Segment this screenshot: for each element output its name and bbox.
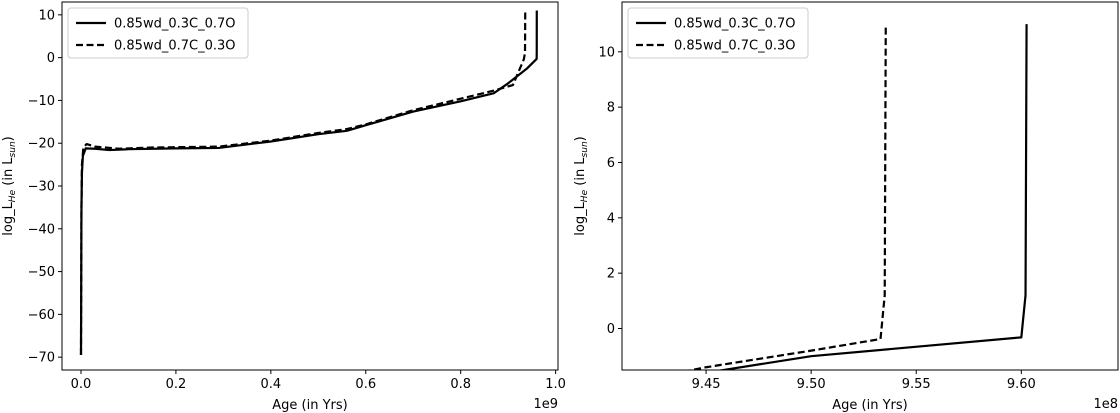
y-tick-label: −20	[28, 137, 55, 152]
x-tick-label: 0.0	[71, 377, 92, 392]
x-tick-label: 9.45	[692, 377, 721, 392]
legend: 0.85wd_0.3C_0.7O 0.85wd_0.7C_0.3O	[627, 7, 809, 59]
y-tick-label: −30	[28, 180, 55, 195]
x-tick-label: 0.6	[355, 377, 376, 392]
y-tick-label: 0	[47, 51, 55, 66]
x-tick-label: 0.2	[166, 377, 187, 392]
left-chart: 0.0 0.2 0.4 0.6 0.8 1.0 10 0 −10 −20 −30 −40 −50 −60 −…	[1, 1, 566, 413]
y-tick-label: 10	[38, 8, 55, 23]
series-line-2	[686, 25, 887, 370]
series-line-1	[716, 24, 1028, 370]
series-line-2	[79, 10, 527, 356]
y-tick-label: −50	[28, 265, 55, 280]
y-tick-label: −70	[28, 351, 55, 366]
y-axis-label: log_LHe (in Lsun)	[1, 136, 18, 236]
y-axis-label: log_LHe (in Lsun)	[573, 136, 590, 236]
y-tick-label: 0	[607, 322, 615, 337]
x-tick-label: 9.60	[1007, 377, 1036, 392]
y-tick-label: −10	[28, 94, 55, 109]
x-axis-label: Age (in Yrs)	[832, 398, 907, 413]
legend-entry-1: 0.85wd_0.3C_0.7O	[674, 17, 796, 32]
y-tick-label: 2	[607, 267, 615, 282]
series-line-1	[79, 10, 538, 356]
y-tick-label: −60	[28, 308, 55, 323]
x-tick-label: 0.4	[260, 377, 281, 392]
x-tick-label: 9.55	[902, 377, 931, 392]
x-tick-label: 0.8	[450, 377, 471, 392]
y-tick-label: −40	[28, 222, 55, 237]
x-offset-text: 1e8	[1093, 397, 1118, 412]
x-tick-label: 9.50	[797, 377, 826, 392]
legend-entry-1: 0.85wd_0.3C_0.7O	[114, 17, 236, 32]
legend-entry-2: 0.85wd_0.7C_0.3O	[114, 39, 236, 54]
x-tick-label: 1.0	[545, 377, 566, 392]
right-chart: 9.45 9.50 9.55 9.60 10 8 6 4 2 0 Age (in Yrs) 1e8 lo…	[573, 1, 1119, 413]
legend: 0.85wd_0.3C_0.7O 0.85wd_0.7C_0.3O	[67, 7, 249, 59]
y-tick-label: 8	[607, 101, 615, 116]
y-tick-label: 6	[607, 156, 615, 171]
legend-entry-2: 0.85wd_0.7C_0.3O	[674, 39, 796, 54]
plot-frame	[621, 1, 1119, 371]
x-axis-label: Age (in Yrs)	[272, 398, 347, 413]
x-offset-text: 1e9	[533, 397, 558, 412]
y-tick-label: 10	[598, 45, 615, 60]
y-tick-label: 4	[607, 211, 615, 226]
